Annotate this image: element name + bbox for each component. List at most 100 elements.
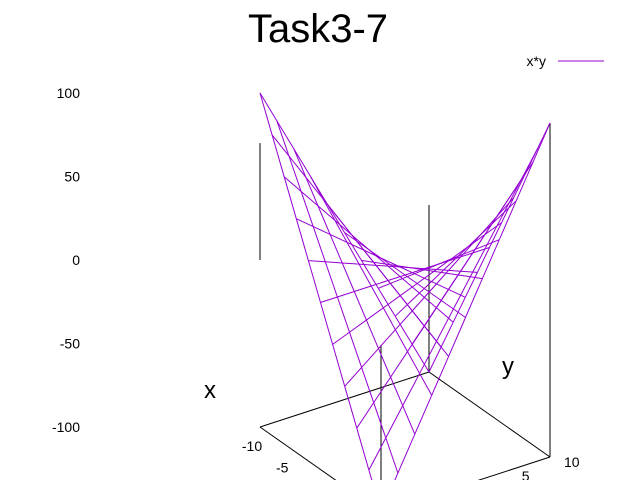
mesh-line-y10 bbox=[440, 321, 454, 348]
chart-title: Task3-7 bbox=[248, 7, 388, 51]
mesh-line-y7 bbox=[402, 273, 415, 280]
z-tick-label: 100 bbox=[57, 85, 81, 101]
z-tick-label: -50 bbox=[60, 336, 80, 352]
x-axis-label: x bbox=[204, 377, 216, 404]
base-edge-back-x bbox=[428, 371, 551, 458]
mesh-line-x6 bbox=[433, 258, 452, 272]
mesh-line-y1 bbox=[300, 191, 314, 227]
mesh-line-x0 bbox=[377, 288, 396, 317]
mesh-line-y7 bbox=[438, 258, 452, 265]
mesh-line-x8 bbox=[373, 376, 392, 403]
mesh-line-y5 bbox=[368, 249, 382, 259]
mesh-line-y5 bbox=[344, 232, 357, 242]
mesh-line-y10 bbox=[428, 346, 442, 373]
mesh-line-x7 bbox=[411, 291, 430, 312]
mesh-line-y8 bbox=[431, 269, 444, 282]
mesh-line-y7 bbox=[378, 282, 391, 289]
mesh-line-y0 bbox=[320, 302, 334, 345]
mesh-line-y4 bbox=[351, 234, 365, 251]
mesh-line-y1 bbox=[361, 367, 375, 403]
mesh-line-y9 bbox=[460, 252, 474, 272]
mesh-line-y7 bbox=[426, 263, 439, 270]
mesh-line-y2 bbox=[402, 405, 416, 435]
mesh-line-x6 bbox=[349, 319, 367, 333]
mesh-line-y3 bbox=[322, 198, 336, 221]
mesh-line-x10 bbox=[481, 239, 500, 279]
mesh-line-x5 bbox=[354, 285, 372, 292]
z-tick-label: 50 bbox=[64, 169, 80, 185]
mesh-line-y10 bbox=[489, 222, 503, 248]
mesh-line-y10 bbox=[476, 247, 490, 273]
mesh-line-x3 bbox=[380, 257, 398, 267]
mesh-line-y5 bbox=[453, 308, 466, 318]
mesh-line-x2 bbox=[317, 205, 336, 221]
mesh-line-x9 bbox=[436, 308, 454, 342]
mesh-line-y1 bbox=[324, 261, 338, 298]
mesh-line-y1 bbox=[373, 402, 387, 439]
mesh-line-x4 bbox=[443, 269, 461, 272]
mesh-line-x9 bbox=[469, 244, 488, 278]
mesh-line-x3 bbox=[414, 273, 432, 283]
mesh-line-y4 bbox=[436, 340, 449, 357]
mesh-line-y10 bbox=[525, 147, 539, 174]
mesh-line-y8 bbox=[455, 246, 469, 259]
mesh-line-x4 bbox=[325, 261, 343, 264]
mesh-line-x10 bbox=[397, 434, 416, 474]
mesh-line-y2 bbox=[365, 319, 379, 349]
mesh-line-y1 bbox=[385, 437, 399, 474]
mesh-line-y9 bbox=[508, 179, 522, 199]
mesh-line-x0 bbox=[259, 92, 278, 122]
mesh-line-x2 bbox=[402, 278, 420, 294]
mesh-line-y0 bbox=[332, 344, 346, 387]
mesh-line-y3 bbox=[346, 242, 360, 265]
base-edge-y bbox=[477, 456, 551, 480]
mesh-line-x9 bbox=[486, 212, 505, 245]
mesh-line-y2 bbox=[317, 205, 331, 235]
mesh-line-x4 bbox=[460, 270, 478, 273]
mesh-line-x5 bbox=[455, 252, 473, 259]
base-edge-x bbox=[259, 426, 337, 480]
mesh-line-y2 bbox=[329, 234, 343, 264]
mesh-line-y8 bbox=[503, 200, 517, 213]
mesh-line-x9 bbox=[368, 437, 387, 471]
legend: x*y bbox=[527, 53, 604, 69]
mesh-line-x0 bbox=[411, 343, 430, 373]
mesh-line-y3 bbox=[394, 329, 408, 352]
mesh-line-x0 bbox=[276, 120, 295, 150]
mesh-line-y1 bbox=[349, 332, 363, 368]
mesh-line-y0 bbox=[307, 260, 321, 303]
mesh-line-x10 bbox=[465, 278, 483, 318]
mesh-line-x8 bbox=[356, 402, 375, 429]
mesh-line-x1 bbox=[288, 155, 307, 178]
mesh-line-y6 bbox=[458, 274, 471, 278]
mesh-line-y9 bbox=[435, 289, 449, 308]
mesh-line-y2 bbox=[353, 291, 367, 321]
mesh-line-x6 bbox=[416, 270, 435, 284]
mesh-line-y0 bbox=[283, 176, 297, 219]
mesh-line-x3 bbox=[363, 249, 382, 259]
mesh-line-y4 bbox=[375, 265, 389, 281]
mesh-line-y4 bbox=[399, 295, 413, 312]
mesh-line-y0 bbox=[259, 92, 273, 136]
mesh-line-y5 bbox=[356, 240, 369, 250]
mesh-line-y9 bbox=[411, 325, 425, 345]
mesh-line-x5 bbox=[404, 269, 423, 276]
mesh-line-x10 bbox=[394, 472, 399, 480]
mesh-line-x3 bbox=[346, 241, 365, 251]
mesh-line-x7 bbox=[496, 197, 515, 217]
mesh-line-x4 bbox=[308, 260, 326, 263]
mesh-line-y8 bbox=[491, 211, 505, 225]
mesh-line-y0 bbox=[295, 218, 309, 261]
mesh-line-x8 bbox=[390, 351, 408, 378]
mesh-line-x0 bbox=[327, 204, 345, 233]
mesh-line-x3 bbox=[329, 233, 348, 243]
mesh-line-y8 bbox=[394, 304, 408, 317]
legend-label: x*y bbox=[527, 53, 546, 69]
mesh-line-y7 bbox=[414, 268, 427, 275]
base-edge-back-y bbox=[259, 371, 430, 428]
mesh-line-y6 bbox=[433, 270, 447, 274]
mesh-line-y10 bbox=[537, 122, 551, 149]
mesh-line-x2 bbox=[435, 307, 454, 323]
mesh-line-y3 bbox=[419, 373, 433, 396]
